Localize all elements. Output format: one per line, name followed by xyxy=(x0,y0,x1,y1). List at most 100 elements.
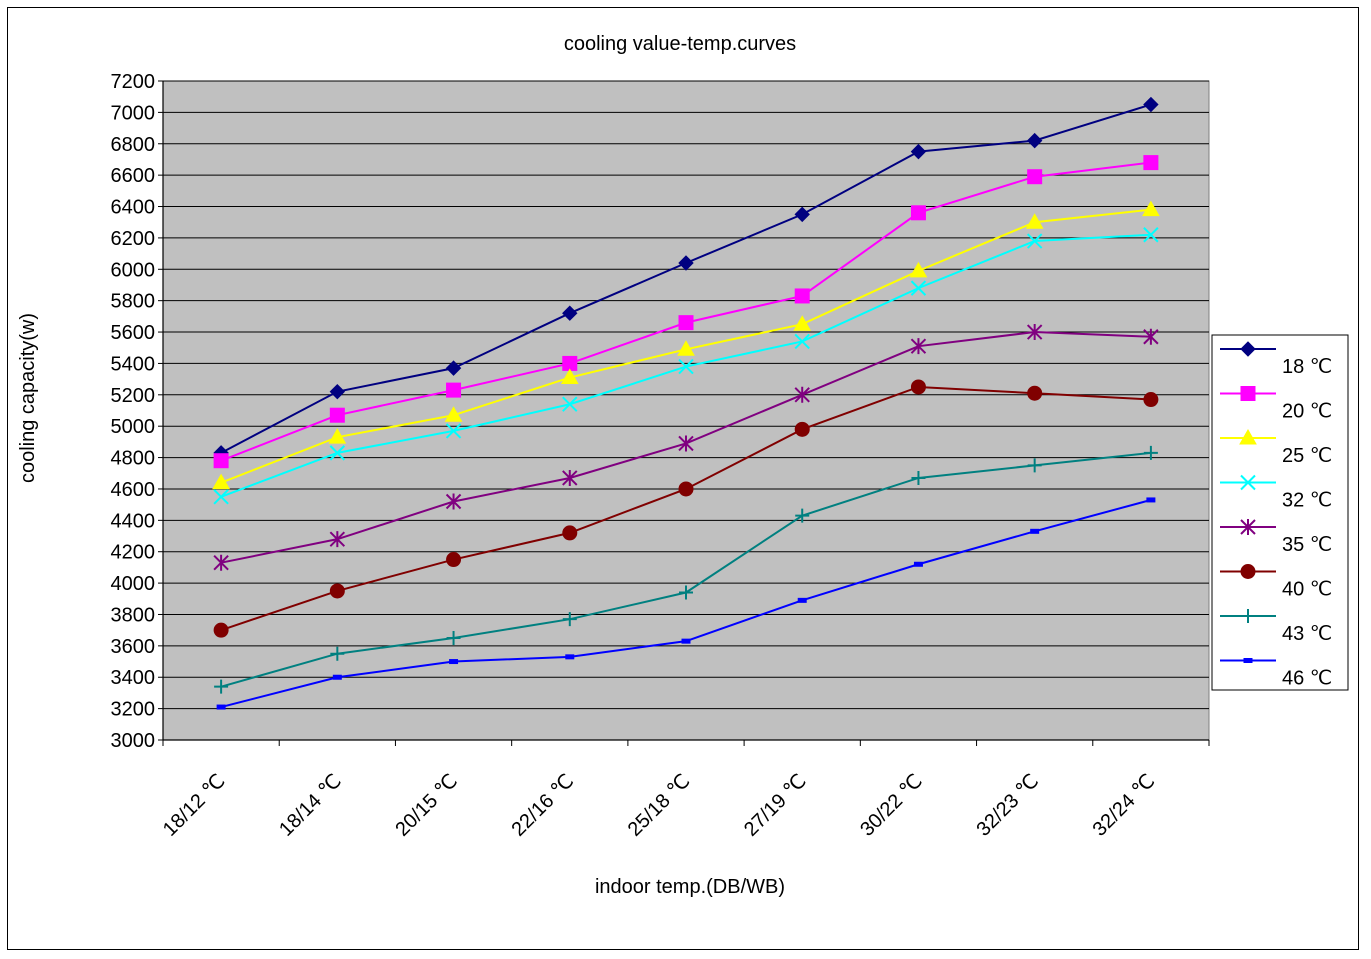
series-3 xyxy=(212,200,1160,490)
data-point xyxy=(446,631,461,646)
data-point xyxy=(216,704,226,710)
data-point xyxy=(332,674,342,680)
legend-item: 18 ℃ xyxy=(1220,341,1332,378)
data-point xyxy=(562,612,577,627)
data-point xyxy=(446,552,462,568)
y-axis-label: cooling capacity(w) xyxy=(17,313,39,483)
data-point xyxy=(1027,385,1043,401)
series-2 xyxy=(213,155,1159,469)
data-point xyxy=(794,206,810,223)
data-point xyxy=(446,382,462,398)
legend-marker xyxy=(1240,386,1256,401)
series-8 xyxy=(216,497,1156,710)
y-tick-label: 3400 xyxy=(111,667,156,689)
data-point xyxy=(214,679,229,694)
legend-item: 32 ℃ xyxy=(1220,474,1332,512)
y-tick-label: 4800 xyxy=(111,448,156,470)
data-point xyxy=(562,305,578,321)
x-tick-label: 32/24 ℃ xyxy=(1089,770,1160,841)
data-point xyxy=(1027,458,1042,473)
plot-area: 3000 3200 3400 3600 3800 4000 4200 4400 4600 4800… xyxy=(111,71,1210,841)
x-tick-label: 30/22 ℃ xyxy=(856,770,927,841)
data-point xyxy=(445,360,462,376)
data-point xyxy=(677,340,695,356)
y-tick-label: 4600 xyxy=(111,479,156,501)
data-point xyxy=(1146,497,1156,503)
legend-marker xyxy=(1243,658,1253,663)
series-5 xyxy=(213,324,1159,571)
data-point xyxy=(1030,528,1040,534)
y-tick-label: 5400 xyxy=(111,353,156,375)
y-tick-label: 5600 xyxy=(111,322,156,344)
data-point xyxy=(1026,324,1043,341)
legend: 18 ℃ 20 ℃ 25 ℃ 32 ℃ 35 ℃ 40 ℃ 43 ℃ 46 ℃ xyxy=(1211,334,1349,691)
legend-marker xyxy=(1239,428,1257,445)
data-point xyxy=(794,288,810,304)
data-point xyxy=(794,333,810,350)
legend-marker xyxy=(1240,474,1256,491)
data-point xyxy=(1025,213,1044,229)
x-tick-label: 27/19 ℃ xyxy=(740,770,811,841)
data-point xyxy=(910,280,927,296)
data-point xyxy=(1026,233,1043,249)
legend-label: 20 ℃ xyxy=(1282,401,1332,423)
y-tick-label: 3600 xyxy=(111,636,156,658)
series-7 xyxy=(214,445,1158,694)
data-point xyxy=(565,654,575,660)
data-point xyxy=(560,368,579,385)
data-point xyxy=(449,659,459,665)
data-point xyxy=(329,583,345,599)
data-point xyxy=(1143,328,1159,345)
x-tick-label: 25/18 ℃ xyxy=(624,770,695,841)
x-tick-label: 20/15 ℃ xyxy=(391,770,462,841)
legend-marker xyxy=(1240,519,1256,535)
y-tick-label: 5200 xyxy=(111,385,156,407)
legend-item: 20 ℃ xyxy=(1220,386,1332,423)
data-point xyxy=(910,143,927,160)
data-point xyxy=(1026,132,1043,149)
data-point xyxy=(329,383,346,400)
y-tick-label: 6600 xyxy=(111,165,156,187)
data-point xyxy=(678,255,694,271)
data-point xyxy=(678,315,694,331)
data-point xyxy=(562,525,578,541)
data-point xyxy=(329,531,346,548)
data-point xyxy=(913,561,923,567)
data-point xyxy=(330,646,345,661)
legend-item: 40 ℃ xyxy=(1220,564,1332,601)
data-point xyxy=(1142,200,1160,217)
data-point xyxy=(678,358,694,375)
data-point xyxy=(909,261,928,278)
data-point xyxy=(329,445,346,461)
legend-marker xyxy=(1241,609,1255,623)
data-point xyxy=(679,585,693,600)
data-point xyxy=(444,406,463,422)
data-point xyxy=(1143,227,1159,243)
data-point xyxy=(1143,155,1159,171)
y-tick-label: 6200 xyxy=(111,228,156,250)
data-point xyxy=(910,379,926,395)
data-point xyxy=(562,355,578,371)
legend-marker xyxy=(1240,341,1256,357)
x-tick-label: 18/14 ℃ xyxy=(275,770,346,841)
y-tick-label: 4000 xyxy=(111,573,156,595)
y-tick-label: 3200 xyxy=(111,699,156,721)
legend-item: 35 ℃ xyxy=(1220,519,1332,556)
y-tick-label: 4400 xyxy=(111,510,156,532)
legend-marker xyxy=(1240,564,1256,579)
legend-item: 43 ℃ xyxy=(1220,609,1332,645)
data-point xyxy=(1143,392,1159,408)
data-point xyxy=(213,554,229,571)
y-tick-label: 7000 xyxy=(111,102,156,124)
x-tick-label: 32/23 ℃ xyxy=(972,770,1043,841)
data-point xyxy=(213,489,229,505)
y-tick-label: 5800 xyxy=(111,291,156,313)
x-tick-label: 18/12 ℃ xyxy=(159,770,230,841)
series-1 xyxy=(213,96,1159,461)
data-point xyxy=(910,205,926,221)
data-point xyxy=(213,453,229,469)
data-point xyxy=(678,481,694,497)
data-point xyxy=(678,435,694,452)
y-tick-label: 4200 xyxy=(111,542,156,564)
